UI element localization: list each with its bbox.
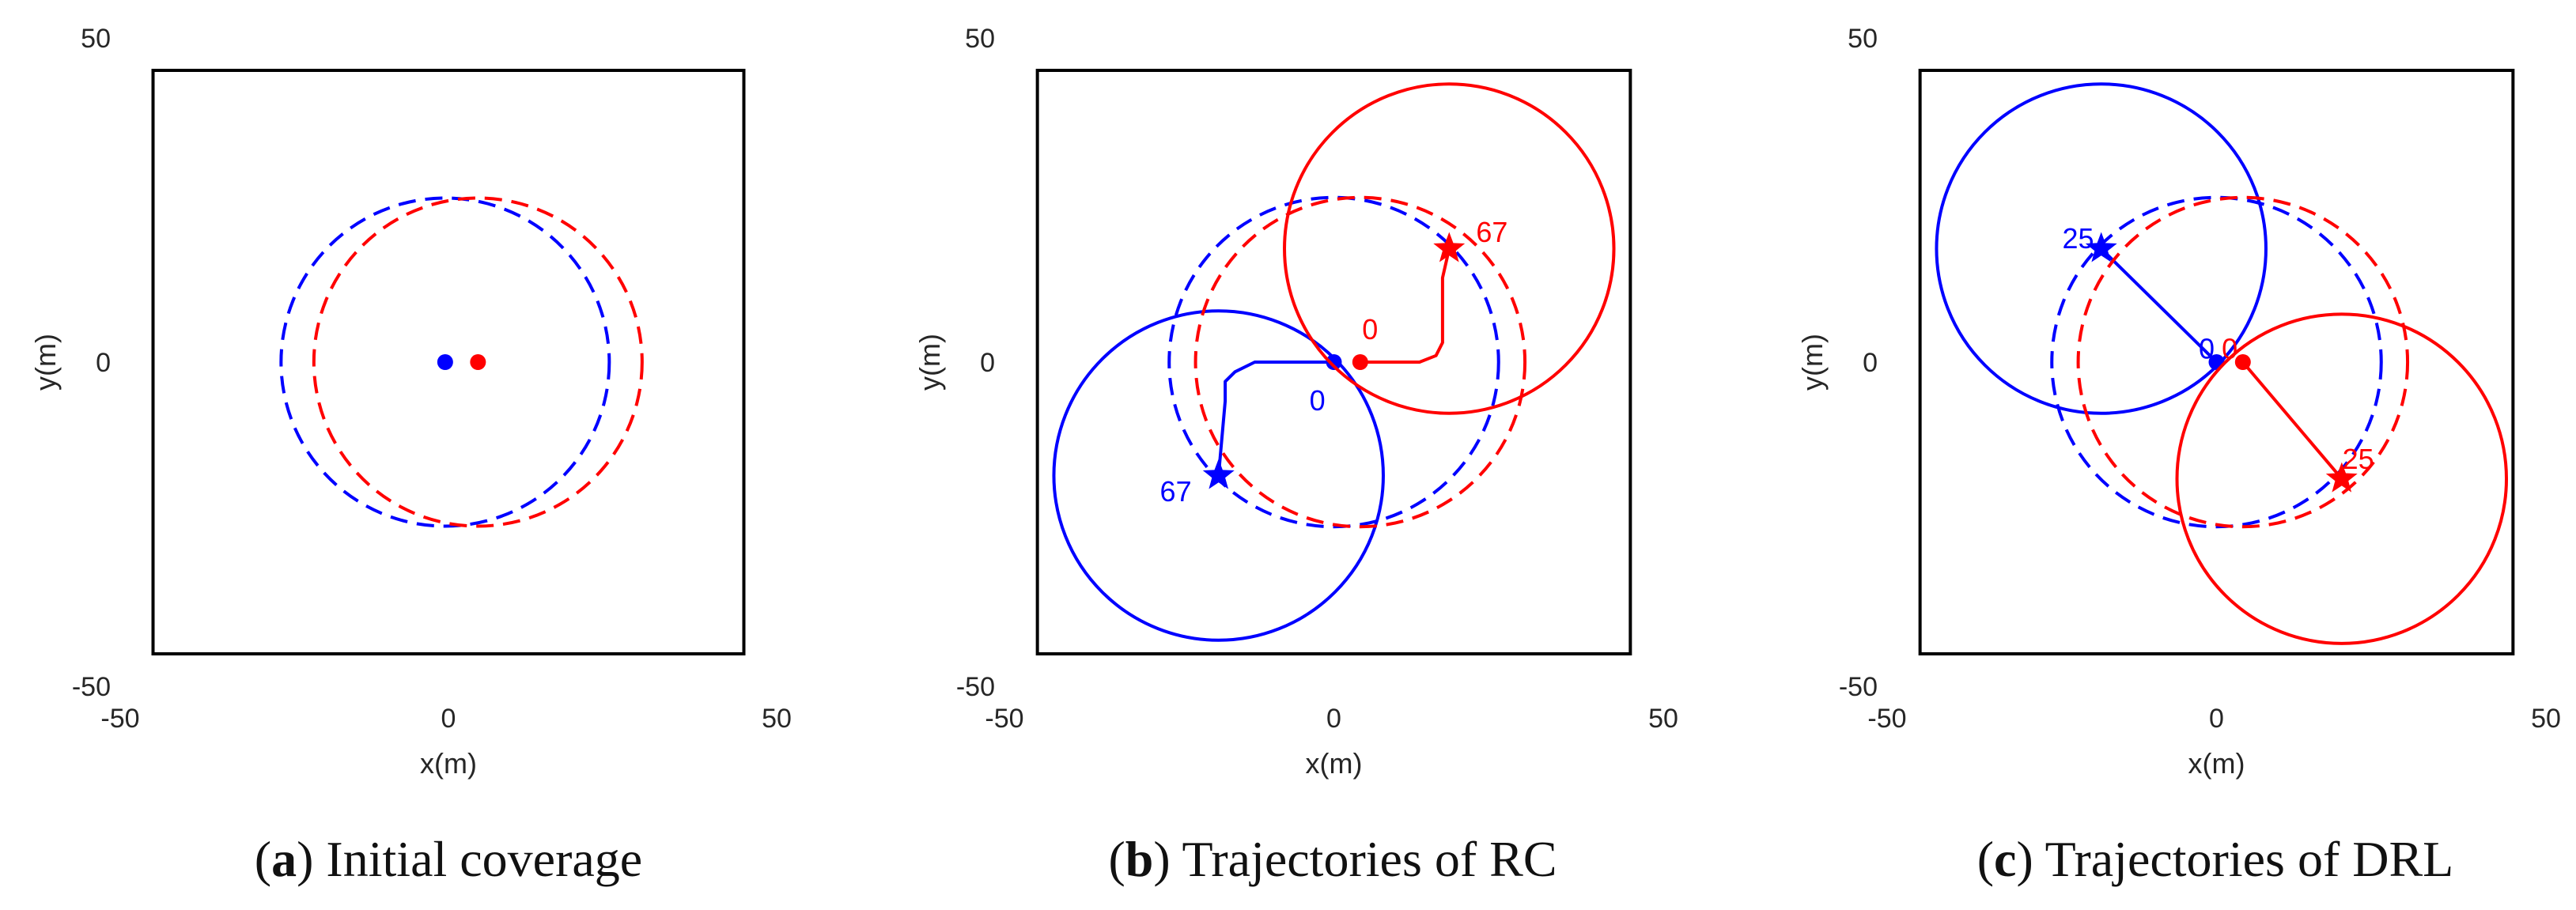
- caption-open-paren: (: [1108, 831, 1125, 887]
- red-start-marker: [470, 354, 486, 370]
- area-boundary: [1918, 69, 2515, 655]
- y-axis-label: y(m): [914, 334, 946, 391]
- y-tick-label: 50: [81, 24, 111, 54]
- y-tick-label: 0: [1863, 348, 1878, 378]
- red-end-star-marker: [2325, 462, 2358, 493]
- y-tick-label: -50: [956, 672, 995, 702]
- x-tick-label: 0: [1326, 704, 1341, 734]
- caption-text: ) Initial coverage: [297, 831, 642, 887]
- x-tick-label: -50: [985, 704, 1023, 734]
- y-tick-label: 0: [980, 348, 995, 378]
- red-trajectory: [2241, 361, 2343, 480]
- blue-initial-coverage-circle: [1167, 195, 1500, 529]
- caption-panel-letter: b: [1125, 831, 1154, 887]
- blue-step-label: 0: [2199, 333, 2215, 365]
- panel-caption: (b) Trajectories of RC: [1108, 831, 1557, 887]
- red-end-star-marker: [1433, 232, 1466, 262]
- y-tick-label: -50: [72, 672, 111, 702]
- red-start-marker: [1352, 354, 1368, 370]
- x-tick-label: 0: [2209, 704, 2224, 734]
- x-tick-label: 0: [441, 704, 456, 734]
- blue-step-label: 0: [1310, 384, 1326, 417]
- red-step-label: 67: [1476, 216, 1507, 248]
- y-axis-label: y(m): [1796, 334, 1829, 391]
- blue-step-label: 25: [2063, 222, 2094, 255]
- x-axis-label: x(m): [420, 747, 477, 780]
- blue-end-star-marker: [1202, 459, 1235, 489]
- x-tick-label: -50: [100, 704, 139, 734]
- red-initial-coverage-circle: [1193, 195, 1527, 529]
- panel-c: -50 0 50 -50 0 50 x(m) y(m) 0 25 0 25 (c) Trajectori…: [1796, 24, 2561, 887]
- red-final-coverage-circle: [2175, 312, 2509, 645]
- blue-start-marker: [437, 354, 453, 370]
- x-tick-label: 50: [1648, 704, 1678, 734]
- red-final-coverage-circle: [1283, 82, 1616, 415]
- x-tick-label: -50: [1867, 704, 1906, 734]
- area-boundary: [1035, 69, 1632, 655]
- caption-text: ) Trajectories of RC: [1153, 831, 1557, 887]
- caption-panel-letter: c: [1994, 831, 2016, 887]
- blue-final-coverage-circle: [1935, 82, 2268, 415]
- red-step-label: 0: [1362, 313, 1378, 345]
- panel-caption: (a) Initial coverage: [255, 831, 642, 887]
- x-axis-label: x(m): [2188, 747, 2245, 780]
- y-axis-label: y(m): [29, 334, 62, 391]
- blue-end-star-marker: [2085, 232, 2117, 262]
- caption-text: ) Trajectories of DRL: [2016, 831, 2453, 887]
- plot-area: [279, 196, 644, 528]
- blue-trajectory: [1216, 361, 1334, 476]
- blue-start-marker: [1326, 354, 1342, 370]
- y-tick-label: 50: [1848, 24, 1878, 54]
- red-start-marker: [2234, 354, 2251, 370]
- red-initial-coverage-circle: [2076, 195, 2410, 529]
- caption-open-paren: (: [255, 831, 271, 887]
- red-step-label: 0: [2222, 333, 2237, 365]
- caption-panel-letter: a: [271, 831, 297, 887]
- x-axis-label: x(m): [1306, 747, 1363, 780]
- red-trajectory: [1360, 248, 1451, 364]
- y-tick-label: -50: [1839, 672, 1878, 702]
- y-tick-label: 50: [965, 24, 995, 54]
- plot-area: [1935, 82, 2509, 645]
- x-tick-label: 50: [2531, 704, 2561, 734]
- blue-final-coverage-circle: [1052, 309, 1385, 642]
- y-tick-label: 0: [96, 348, 111, 378]
- panel-caption: (c) Trajectories of DRL: [1977, 831, 2454, 887]
- plot-area: [1052, 82, 1616, 642]
- panel-b: -50 0 50 -50 0 50 x(m) y(m) 0 67 0 67 (b) Trajectori…: [914, 24, 1678, 887]
- blue-trajectory: [2100, 247, 2218, 364]
- blue-step-label: 67: [1160, 475, 1192, 508]
- red-step-label: 25: [2343, 443, 2374, 475]
- blue-initial-coverage-circle: [279, 196, 611, 528]
- red-initial-coverage-circle: [312, 196, 644, 528]
- x-tick-label: 50: [762, 704, 792, 734]
- area-boundary: [151, 69, 746, 655]
- panel-a: -50 0 50 -50 0 50 x(m) y(m) (a) Initial coverage: [29, 24, 792, 887]
- caption-open-paren: (: [1977, 831, 1994, 887]
- blue-initial-coverage-circle: [2050, 195, 2383, 529]
